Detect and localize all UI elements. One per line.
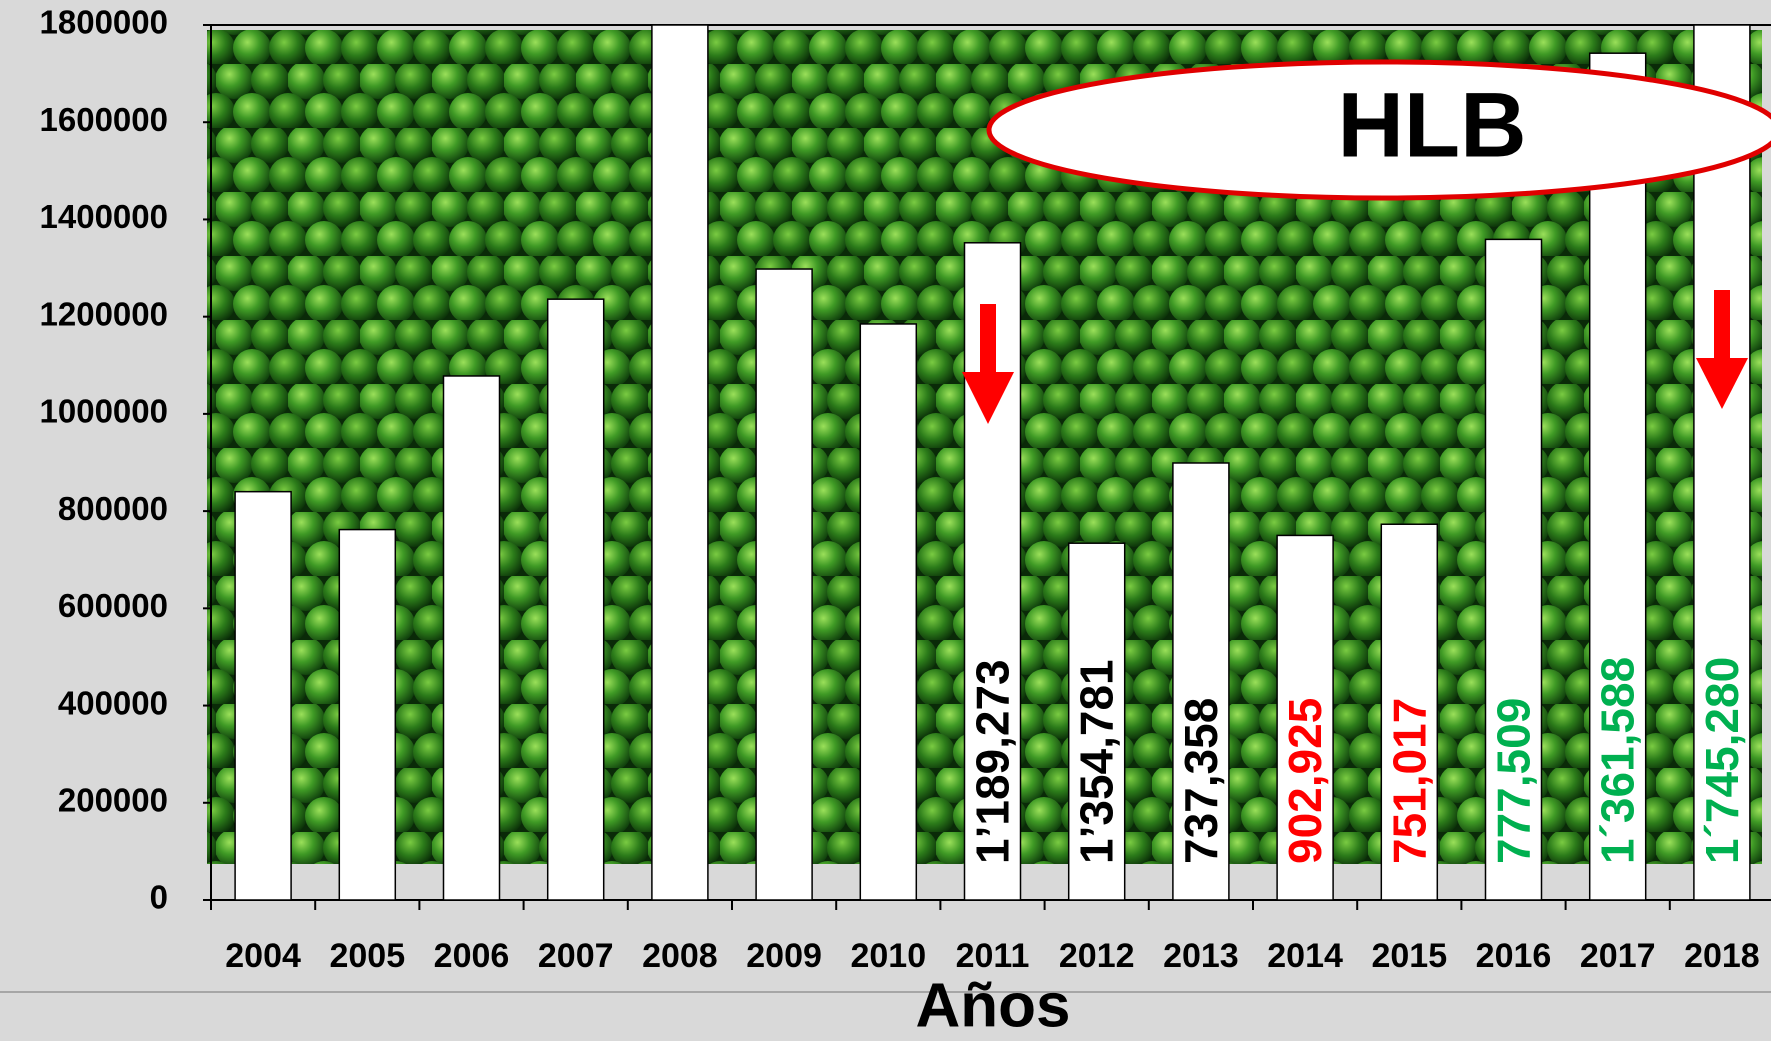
x-tick-label: 2012	[1059, 937, 1135, 975]
y-tick-label: 1400000	[40, 198, 168, 235]
x-tick-label: 2004	[225, 937, 301, 975]
x-tick-label: 2009	[746, 937, 822, 975]
bar	[860, 324, 916, 900]
y-tick-label: 1800000	[40, 4, 168, 41]
y-tick-label: 400000	[58, 684, 168, 721]
x-axis-title: Años	[916, 971, 1071, 1040]
x-tick-label: 2018	[1684, 937, 1760, 975]
y-tick-label: 1200000	[40, 295, 168, 332]
bar-annotation: 1´745,280	[1696, 657, 1748, 864]
chart: Años 0 200000 400000 600000 800000 1000000 120…	[0, 0, 1771, 1041]
x-tick-label: 2013	[1163, 937, 1239, 975]
callout-text: HLB	[1337, 74, 1526, 176]
arrow	[980, 304, 996, 374]
bar	[339, 530, 395, 900]
page: {"chart_data": { "type": "bar", "x_axis_…	[0, 0, 1771, 1041]
bar	[756, 269, 812, 900]
x-tick-label: 2008	[642, 937, 718, 975]
x-tick-label: 2014	[1267, 937, 1343, 975]
bar	[235, 492, 291, 900]
x-tick-label: 2007	[538, 937, 614, 975]
bar-annotation: 1’189,273	[967, 659, 1019, 864]
x-tick-label: 2016	[1476, 937, 1552, 975]
bar	[444, 376, 500, 900]
bar-annotation: 751,017	[1383, 698, 1435, 864]
bar-annotation: 737,358	[1175, 698, 1227, 864]
bar-annotation: 1´361,588	[1592, 657, 1644, 864]
y-tick-label: 800000	[58, 490, 168, 527]
x-tick-label: 2006	[434, 937, 510, 975]
bar-annotation: 902,925	[1279, 698, 1331, 864]
bar	[548, 299, 604, 900]
bar-annotation: 777,509	[1488, 698, 1540, 864]
y-tick-label: 0	[150, 879, 168, 916]
x-tick-label: 2015	[1371, 937, 1447, 975]
bar	[652, 25, 708, 900]
x-tick-label: 2011	[956, 937, 1030, 975]
bar-annotation: 1’354,781	[1071, 659, 1123, 864]
callout: HLB	[989, 62, 1771, 198]
y-tick-label: 1600000	[40, 101, 168, 138]
x-tick-label: 2010	[850, 937, 926, 975]
arrow	[1714, 290, 1730, 360]
y-tick-label: 600000	[58, 587, 168, 624]
x-tick-label: 2017	[1580, 937, 1656, 975]
y-tick-label: 200000	[58, 781, 168, 818]
x-tick-label: 2005	[329, 937, 405, 975]
y-tick-label: 1000000	[40, 393, 168, 430]
